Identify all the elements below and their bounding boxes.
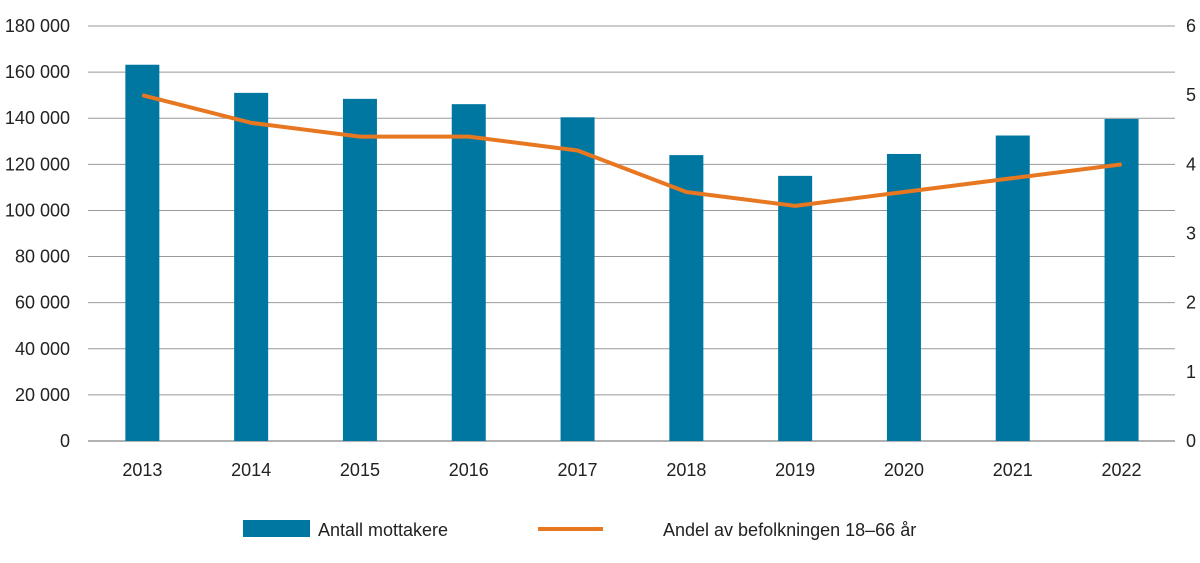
legend-label-line: Andel av befolkningen 18–66 år [663,520,916,540]
left-tick-label: 100 000 [5,200,70,220]
line-point-2014 [250,122,252,124]
left-tick-label: 120 000 [5,154,70,174]
left-axis: 0 20 000 40 000 60 000 80 000 100 000 120 000 1… [5,16,70,451]
x-tick-label: 2019 [775,460,815,480]
left-tick-label: 60 000 [15,293,70,313]
bar-2021 [995,135,1030,441]
right-tick-label: 0 [1186,431,1196,451]
right-tick-label: 2 [1186,293,1196,313]
x-tick-label: 2021 [993,460,1033,480]
line-series [141,93,1123,208]
right-axis: 0 1 2 3 4 5 6 [1186,16,1196,451]
x-tick-label: 2017 [558,460,598,480]
legend-swatch-bar [243,520,310,537]
line-point-2018 [685,191,687,193]
bar-2013 [125,64,160,441]
gridlines [88,25,1175,442]
left-tick-label: 40 000 [15,339,70,359]
bar-2016 [451,104,486,442]
x-tick-label: 2022 [1102,460,1142,480]
line-point-2013 [141,94,143,96]
right-tick-label: 6 [1186,16,1196,36]
right-tick-label: 3 [1186,224,1196,244]
bar-2019 [778,175,813,441]
line-path [141,93,1122,208]
line-point-2017 [577,150,579,151]
x-axis: 2013 2014 2015 2016 2017 2018 2019 2020 2021 2022 [122,460,1141,480]
line-point-2021 [1012,177,1014,179]
line-point-2016 [468,136,470,138]
x-tick-label: 2014 [231,460,271,480]
bar-2020 [886,153,921,442]
left-tick-label: 160 000 [5,62,70,82]
x-tick-label: 2016 [449,460,489,480]
left-tick-label: 180 000 [5,16,70,36]
x-tick-label: 2013 [122,460,162,480]
legend: Antall mottakere Andel av befolkningen 1… [243,520,916,540]
bar-2017 [560,117,595,442]
right-tick-label: 1 [1186,362,1196,382]
legend-label-bar: Antall mottakere [318,520,448,540]
line-point-2015 [359,136,361,138]
bar-series [125,64,1139,442]
line-point-2022 [1121,163,1123,165]
left-tick-label: 80 000 [15,247,70,267]
bar-2014 [234,92,269,441]
left-tick-label: 140 000 [5,108,70,128]
right-tick-label: 4 [1186,154,1196,174]
x-tick-label: 2015 [340,460,380,480]
line-point-2019 [794,205,796,207]
bar-2018 [669,155,704,441]
line-point-2020 [903,191,905,193]
right-tick-label: 5 [1186,85,1196,105]
left-tick-label: 20 000 [15,385,70,405]
bar-2015 [342,98,377,441]
left-tick-label: 0 [60,431,70,451]
x-tick-label: 2020 [884,460,924,480]
x-tick-label: 2018 [666,460,706,480]
bar-2022 [1104,118,1139,442]
